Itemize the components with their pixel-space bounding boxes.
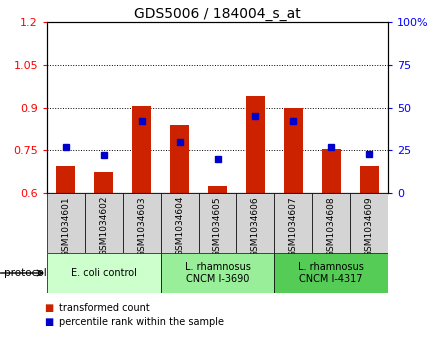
Bar: [161, 193, 198, 253]
Text: E. coli control: E. coli control: [71, 268, 137, 278]
Text: protocol: protocol: [4, 268, 47, 278]
Text: GSM1034608: GSM1034608: [326, 196, 336, 257]
Text: GSM1034604: GSM1034604: [175, 196, 184, 257]
Text: GSM1034605: GSM1034605: [213, 196, 222, 257]
Bar: [322, 149, 341, 193]
Title: GDS5006 / 184004_s_at: GDS5006 / 184004_s_at: [134, 7, 301, 21]
Bar: [132, 106, 151, 193]
Bar: [47, 193, 85, 253]
Text: GSM1034606: GSM1034606: [251, 196, 260, 257]
Bar: [350, 193, 388, 253]
Text: GSM1034601: GSM1034601: [62, 196, 70, 257]
Bar: [56, 166, 75, 193]
Text: GSM1034609: GSM1034609: [365, 196, 374, 257]
Bar: [123, 193, 161, 253]
Text: transformed count: transformed count: [59, 303, 150, 313]
Bar: [246, 96, 265, 193]
Text: L. rhamnosus
CNCM I-3690: L. rhamnosus CNCM I-3690: [184, 262, 250, 284]
Bar: [198, 193, 236, 253]
Bar: [170, 125, 189, 193]
Text: GSM1034607: GSM1034607: [289, 196, 298, 257]
Text: ■: ■: [44, 317, 53, 327]
Bar: [47, 253, 161, 293]
Bar: [208, 186, 227, 193]
Text: L. rhamnosus
CNCM I-4317: L. rhamnosus CNCM I-4317: [298, 262, 364, 284]
Bar: [85, 193, 123, 253]
Bar: [359, 166, 378, 193]
Bar: [274, 253, 388, 293]
Bar: [236, 193, 274, 253]
Text: percentile rank within the sample: percentile rank within the sample: [59, 317, 224, 327]
Bar: [284, 107, 303, 193]
Bar: [94, 172, 114, 193]
Text: GSM1034603: GSM1034603: [137, 196, 146, 257]
Bar: [274, 193, 312, 253]
Text: GSM1034602: GSM1034602: [99, 196, 108, 257]
Bar: [161, 253, 274, 293]
Text: ■: ■: [44, 303, 53, 313]
Bar: [312, 193, 350, 253]
